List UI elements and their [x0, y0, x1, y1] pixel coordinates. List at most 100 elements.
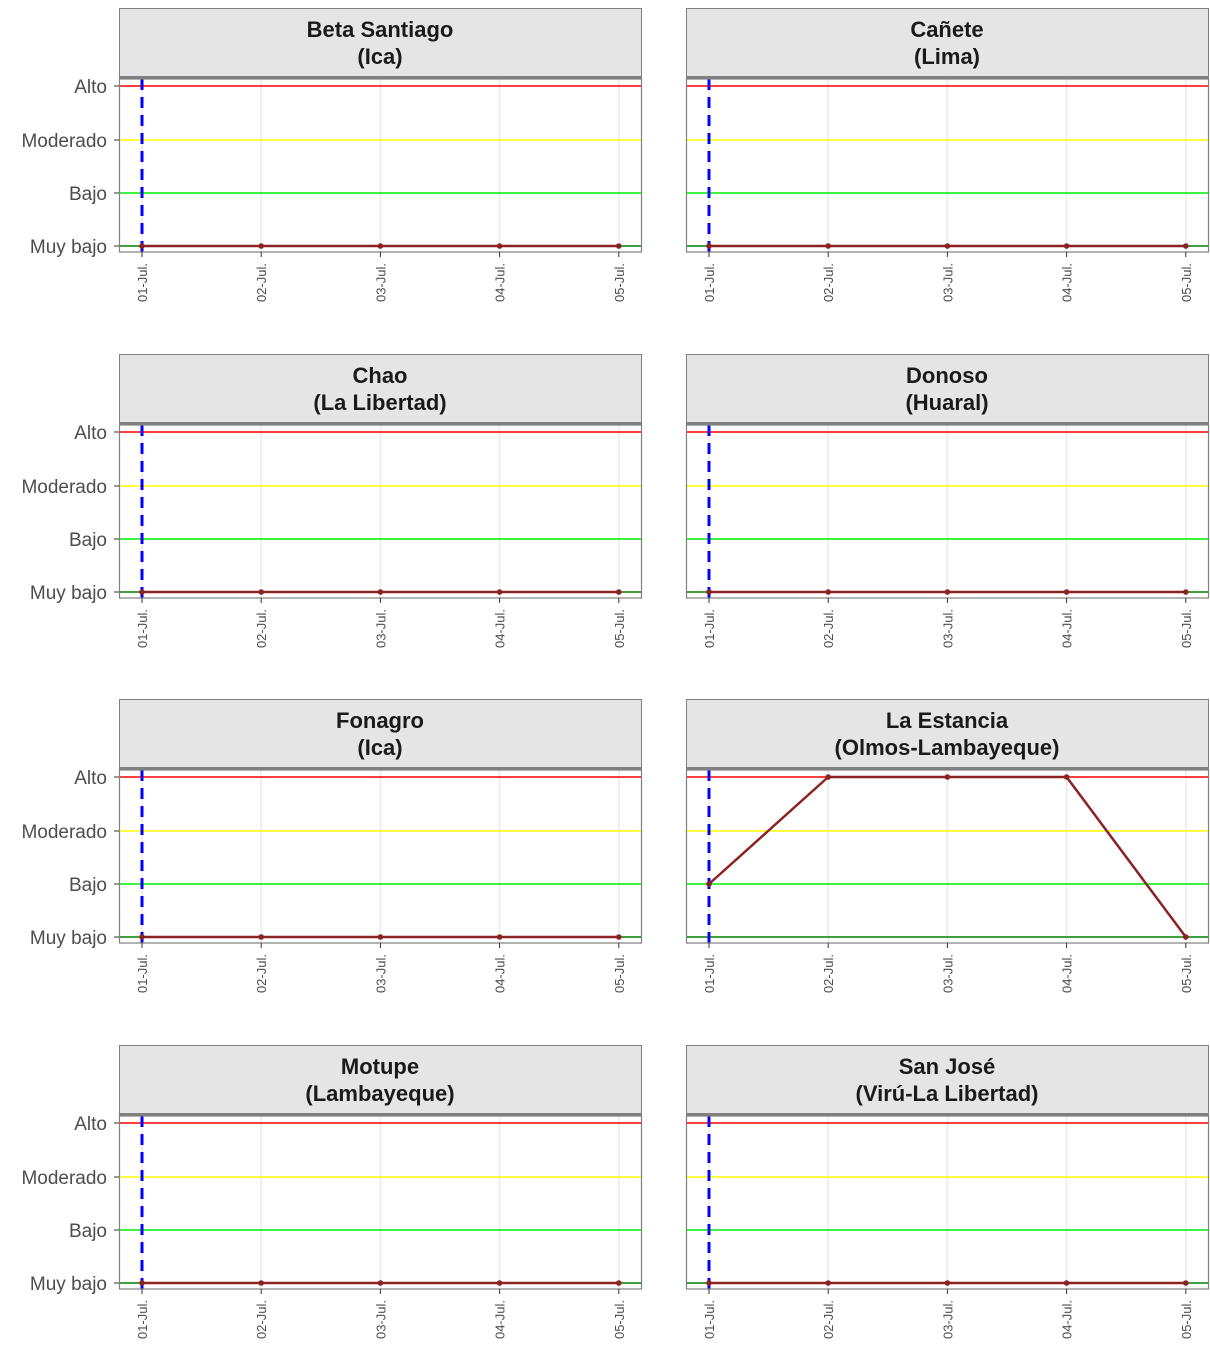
- x-tick-label: 01-Jul.: [702, 609, 717, 648]
- data-point: [616, 934, 622, 940]
- panel-strip: [119, 1045, 642, 1115]
- panel-subtitle: (Olmos-Lambayeque): [835, 735, 1060, 760]
- x-tick-label: 01-Jul.: [135, 954, 150, 993]
- panel-title: Beta Santiago: [307, 17, 454, 42]
- data-point: [825, 1280, 831, 1286]
- x-tick-label: 05-Jul.: [1179, 954, 1194, 993]
- data-point: [1183, 589, 1189, 595]
- panel-subtitle: (Ica): [357, 44, 402, 69]
- panel-8: San José(Virú-La Libertad) 01-Jul. 02-Jul.…: [685, 1045, 1210, 1339]
- panel-title: Fonagro: [336, 708, 424, 733]
- panel-title: La Estancia: [886, 708, 1009, 733]
- x-tick-label: 01-Jul.: [702, 1300, 717, 1339]
- data-point: [944, 774, 951, 780]
- panel-5: Fonagro(Ica) Muy bajo Bajo Moderado Alto 01-J…: [21, 699, 643, 993]
- y-tick-label: Moderado: [21, 822, 107, 843]
- data-point: [377, 1280, 384, 1286]
- x-tick-label: 05-Jul.: [612, 954, 627, 993]
- x-tick-label: 02-Jul.: [254, 263, 269, 302]
- data-point: [139, 589, 145, 595]
- panel-title: Cañete: [910, 17, 983, 42]
- data-point: [377, 243, 384, 249]
- data-point: [496, 243, 503, 249]
- panel-strip: [119, 699, 642, 769]
- panel-strip: [686, 699, 1209, 769]
- panel-subtitle: (Virú-La Libertad): [856, 1081, 1039, 1106]
- panel-strip: [119, 8, 642, 78]
- data-point: [496, 934, 503, 940]
- x-tick-label: 03-Jul.: [373, 609, 388, 648]
- data-point: [706, 243, 712, 249]
- x-tick-label: 03-Jul.: [940, 609, 955, 648]
- data-point: [616, 589, 622, 595]
- y-tick-label: Muy bajo: [30, 1274, 107, 1295]
- x-tick-label: 05-Jul.: [1179, 609, 1194, 648]
- x-tick-label: 01-Jul.: [135, 609, 150, 648]
- x-tick-label: 04-Jul.: [1060, 954, 1075, 993]
- data-point: [496, 589, 503, 595]
- y-tick-label: Moderado: [21, 477, 107, 498]
- panel-strip: [686, 354, 1209, 424]
- y-tick-label: Alto: [74, 768, 107, 789]
- y-tick-label: Bajo: [69, 1221, 107, 1242]
- panel-4: Donoso(Huaral) 01-Jul. 02-Jul. 03-Jul. 04-Ju…: [685, 354, 1210, 648]
- data-point: [496, 1280, 503, 1286]
- data-point: [258, 934, 265, 940]
- y-tick-label: Muy bajo: [30, 237, 107, 258]
- data-point: [1183, 934, 1189, 940]
- x-tick-label: 02-Jul.: [254, 1300, 269, 1339]
- data-point: [944, 589, 951, 595]
- panel-6: La Estancia(Olmos-Lambayeque) 01-Jul. 02-J…: [685, 699, 1210, 993]
- y-tick-label: Alto: [74, 423, 107, 444]
- panel-title: Donoso: [906, 363, 988, 388]
- x-tick-label: 05-Jul.: [1179, 1300, 1194, 1339]
- y-tick-label: Moderado: [21, 1168, 107, 1189]
- data-point: [944, 1280, 951, 1286]
- panel-subtitle: (La Libertad): [313, 390, 446, 415]
- panel-1: Beta Santiago(Ica) Muy bajo Bajo Moderado Al…: [21, 8, 643, 302]
- x-tick-label: 05-Jul.: [1179, 263, 1194, 302]
- x-tick-label: 02-Jul.: [821, 1300, 836, 1339]
- x-tick-label: 03-Jul.: [940, 263, 955, 302]
- data-point: [258, 243, 265, 249]
- y-tick-label: Muy bajo: [30, 928, 107, 949]
- data-point: [258, 1280, 265, 1286]
- data-point: [1063, 1280, 1070, 1286]
- data-point: [1063, 589, 1070, 595]
- data-point: [377, 934, 384, 940]
- panel-strip: [119, 354, 642, 424]
- x-tick-label: 02-Jul.: [821, 954, 836, 993]
- x-tick-label: 01-Jul.: [702, 954, 717, 993]
- panel-subtitle: (Lambayeque): [305, 1081, 454, 1106]
- data-point: [616, 1280, 622, 1286]
- panel-title: Motupe: [341, 1054, 419, 1079]
- x-tick-label: 03-Jul.: [373, 954, 388, 993]
- panel-3: Chao(La Libertad) Muy bajo Bajo Moderado Alt…: [21, 354, 643, 648]
- panel-strip: [686, 1045, 1209, 1115]
- panel-subtitle: (Lima): [914, 44, 980, 69]
- panel-7: Motupe(Lambayeque) Muy bajo Bajo Moderado Al…: [21, 1045, 643, 1339]
- panel-subtitle: (Huaral): [905, 390, 988, 415]
- x-tick-label: 01-Jul.: [135, 1300, 150, 1339]
- data-point: [944, 243, 951, 249]
- x-tick-label: 03-Jul.: [373, 263, 388, 302]
- x-tick-label: 02-Jul.: [821, 609, 836, 648]
- data-point: [1183, 243, 1189, 249]
- panel-title: Chao: [353, 363, 408, 388]
- x-tick-label: 04-Jul.: [493, 263, 508, 302]
- data-point: [825, 589, 831, 595]
- data-point: [706, 589, 712, 595]
- data-point: [139, 934, 145, 940]
- y-tick-label: Bajo: [69, 875, 107, 896]
- data-point: [706, 1280, 712, 1286]
- data-point: [825, 243, 831, 249]
- x-tick-label: 05-Jul.: [612, 263, 627, 302]
- y-tick-label: Bajo: [69, 530, 107, 551]
- data-point: [1183, 1280, 1189, 1286]
- x-tick-label: 04-Jul.: [493, 1300, 508, 1339]
- x-tick-label: 04-Jul.: [1060, 609, 1075, 648]
- x-tick-label: 01-Jul.: [135, 263, 150, 302]
- x-tick-label: 01-Jul.: [702, 263, 717, 302]
- x-tick-label: 04-Jul.: [493, 954, 508, 993]
- panel-subtitle: (Ica): [357, 735, 402, 760]
